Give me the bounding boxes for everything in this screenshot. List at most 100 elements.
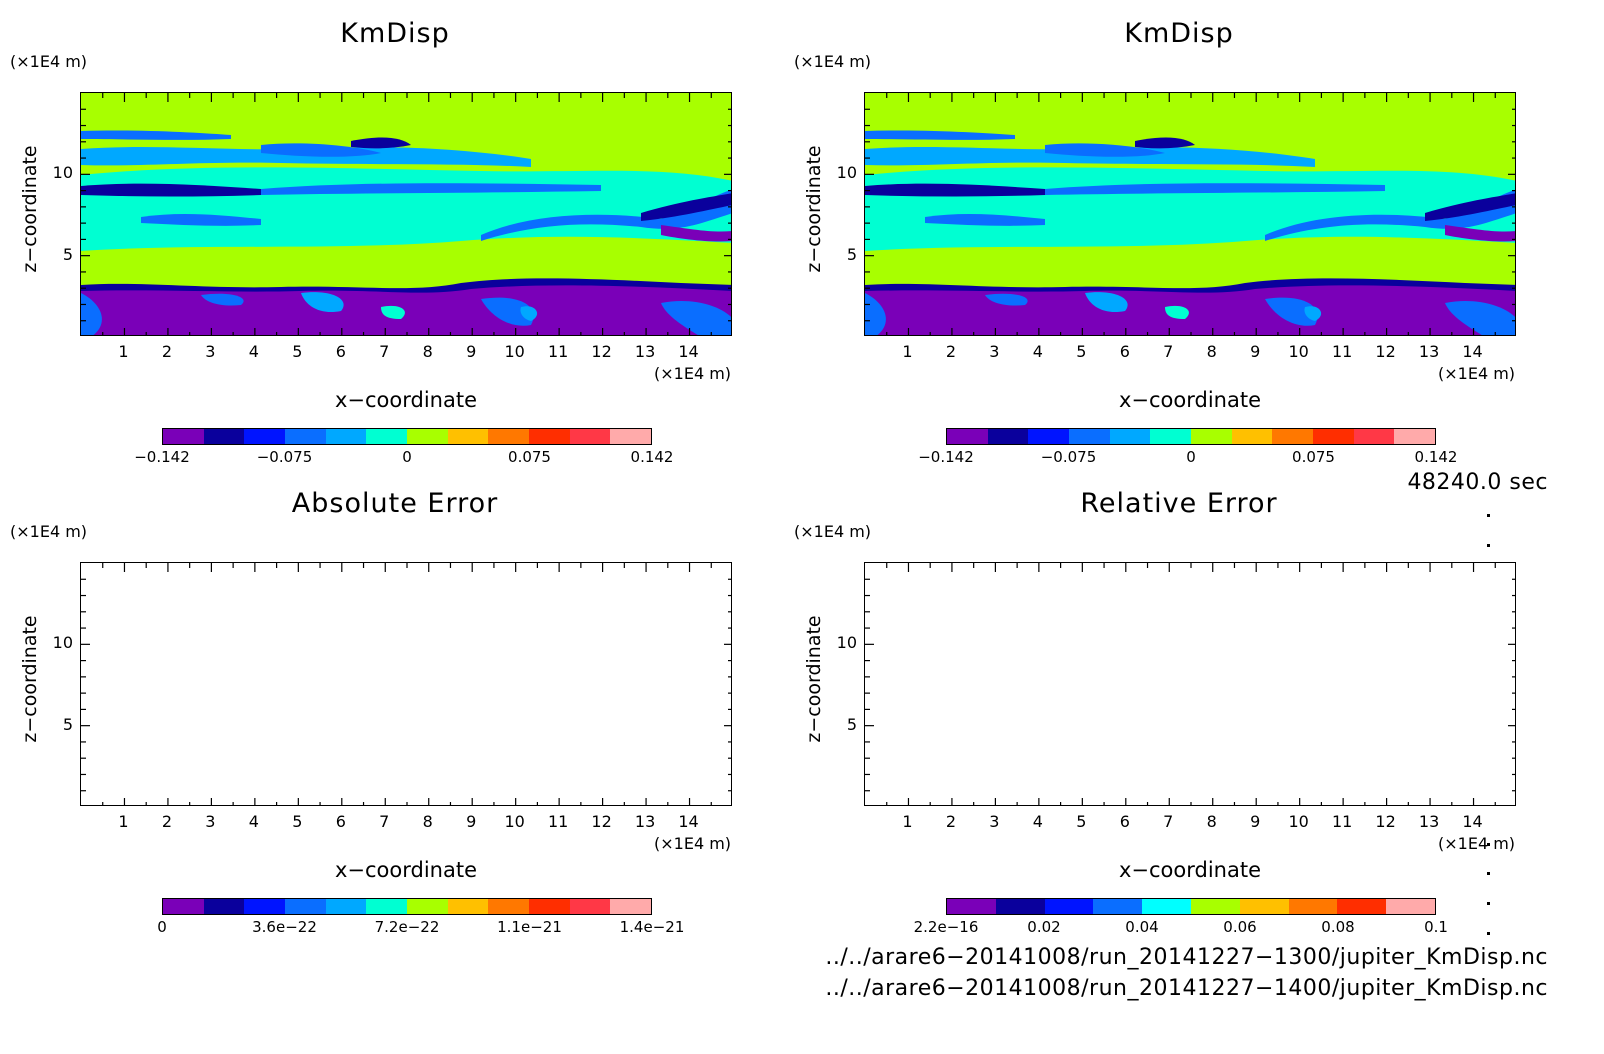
- x-tick-label: 3: [989, 342, 1000, 361]
- plot-area: [80, 92, 732, 336]
- x-tick-label: 3: [989, 812, 1000, 831]
- colorbar-segment: [447, 899, 489, 914]
- x-tick-label: 5: [292, 812, 303, 831]
- colorbar-segment: [244, 899, 286, 914]
- y-tick-label: 5: [846, 244, 857, 264]
- y-axis-unit: (×1E4 m): [10, 522, 88, 541]
- colorbar-segment: [947, 429, 988, 444]
- x-tick-label: 13: [1418, 812, 1440, 831]
- colorbar-segment: [366, 429, 408, 444]
- chart-title: KmDisp: [1124, 18, 1234, 49]
- colorbar-label: 0.02: [1027, 918, 1061, 936]
- colorbar-label: 0.06: [1223, 918, 1257, 936]
- marker-dot: [1487, 872, 1490, 875]
- x-tick-label: 8: [1206, 342, 1217, 361]
- y-axis-unit: (×1E4 m): [794, 52, 872, 71]
- x-tick-label: 8: [422, 812, 433, 831]
- marker-dot: [1487, 902, 1490, 905]
- x-tick-label: 8: [1206, 812, 1217, 831]
- colorbar-segment: [1231, 429, 1273, 444]
- x-tick-label: 13: [634, 342, 656, 361]
- x-tick-label: 10: [1288, 812, 1309, 831]
- chart-title: KmDisp: [340, 18, 450, 49]
- y-axis-label: z−coordinate: [803, 145, 825, 273]
- x-tick-label: 5: [1076, 342, 1087, 361]
- x-tick-label: 2: [161, 342, 173, 361]
- x-tick-label: 7: [379, 342, 390, 361]
- colorbar-label: 0.142: [1414, 448, 1458, 466]
- x-tick-label: 9: [466, 812, 477, 831]
- y-tick-label: 5: [62, 244, 73, 264]
- colorbar-segment: [1337, 899, 1387, 914]
- x-axis-unit: (×1E4 m): [1438, 364, 1516, 383]
- colorbar-segment: [407, 429, 448, 444]
- colorbar-segment: [244, 429, 286, 444]
- x-tick-label: 12: [1375, 342, 1396, 361]
- x-tick-label: 10: [1288, 342, 1309, 361]
- x-tick-label: 9: [1250, 812, 1261, 831]
- colorbar-label: 0: [157, 918, 167, 936]
- x-tick-label: 4: [248, 342, 259, 361]
- colorbar-segment: [529, 429, 570, 444]
- x-tick-label: 14: [678, 812, 699, 831]
- colorbar-segment: [610, 429, 652, 444]
- x-tick-label: 2: [945, 342, 957, 361]
- x-tick-label: 6: [1119, 342, 1130, 361]
- colorbar-label: 0.075: [508, 448, 551, 466]
- x-tick-label: 12: [591, 342, 612, 361]
- plot-area: [80, 562, 732, 806]
- chart-panel: KmDisp (×1E4 m) z−coordinate 1 2 3 4 5 6 7 8 9 10 11…: [784, 0, 1574, 480]
- x-tick-label: 11: [547, 342, 569, 361]
- colorbar-label: −0.142: [134, 448, 190, 466]
- colorbar-segment: [1191, 429, 1232, 444]
- colorbar-segment: [407, 899, 448, 914]
- plot-area: [864, 562, 1516, 806]
- y-tick-label: 10: [52, 633, 73, 653]
- file-path-2: ../../arare6−20141008/run_20141227−1400/…: [825, 976, 1548, 1001]
- x-tick-label: 6: [335, 342, 346, 361]
- axis-ticks: [81, 563, 731, 805]
- colorbar-label: 0: [1186, 448, 1196, 466]
- colorbar-label: 0: [402, 448, 412, 466]
- colorbar-label: 0.08: [1321, 918, 1355, 936]
- x-tick-label: 11: [1331, 342, 1353, 361]
- y-tick-label: 5: [846, 714, 857, 734]
- chart-title: Absolute Error: [291, 488, 499, 519]
- colorbar-segment: [569, 899, 611, 914]
- chart-panel: Absolute Error (×1E4 m) z−coordinate 1 2 3 4 5 6…: [0, 470, 790, 950]
- x-tick-label: 4: [1032, 342, 1043, 361]
- colorbar-segment: [325, 899, 367, 914]
- y-tick-label: 10: [836, 633, 857, 653]
- y-axis-unit: (×1E4 m): [10, 52, 88, 71]
- y-axis-label: z−coordinate: [19, 145, 41, 273]
- colorbar-segment: [1150, 429, 1192, 444]
- colorbar-label: 0.1: [1424, 918, 1448, 936]
- contour-field: [81, 93, 731, 335]
- x-tick-label: 4: [248, 812, 259, 831]
- colorbar-segment: [163, 899, 204, 914]
- x-tick-label: 14: [678, 342, 699, 361]
- y-tick-label: 10: [836, 163, 857, 183]
- colorbar: [946, 428, 1436, 445]
- x-tick-label: 5: [292, 342, 303, 361]
- colorbar-segment: [447, 429, 489, 444]
- colorbar-label: 1.4e−21: [619, 918, 685, 936]
- colorbar-segment: [285, 429, 326, 444]
- colorbar-segment: [488, 899, 530, 914]
- x-tick-label: 12: [591, 812, 612, 831]
- axis-ticks: [81, 93, 731, 335]
- marker-dot: [1487, 843, 1490, 846]
- x-tick-label: 3: [205, 812, 216, 831]
- y-axis-label: z−coordinate: [19, 615, 41, 743]
- x-tick-label: 7: [1163, 342, 1174, 361]
- y-tick-label: 5: [62, 714, 73, 734]
- colorbar-segment: [1190, 899, 1240, 914]
- colorbar-segment: [610, 899, 652, 914]
- x-tick-label: 10: [504, 812, 525, 831]
- contour-field: [865, 93, 1515, 335]
- x-tick-label: 8: [422, 342, 433, 361]
- x-axis-label: x−coordinate: [334, 858, 478, 882]
- x-tick-label: 11: [547, 812, 569, 831]
- colorbar-label: −0.075: [256, 448, 313, 466]
- colorbar-segment: [285, 899, 326, 914]
